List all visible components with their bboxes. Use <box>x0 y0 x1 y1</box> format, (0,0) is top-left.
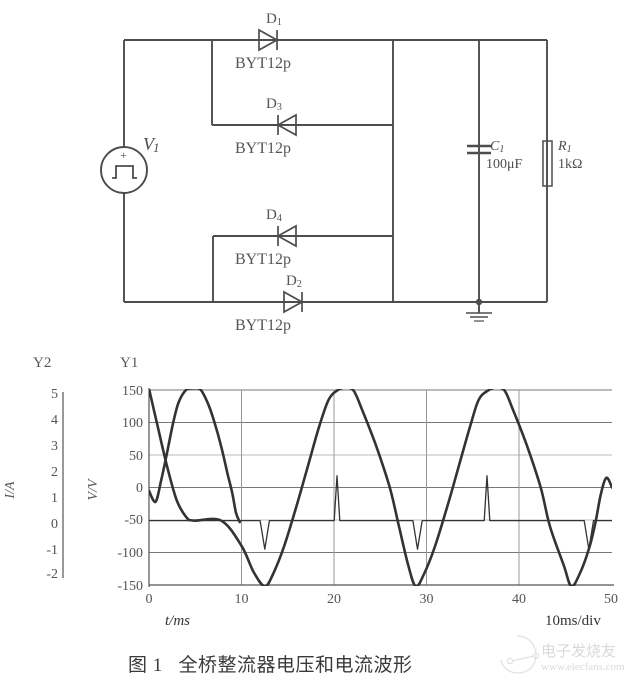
svg-text:150: 150 <box>122 384 143 399</box>
svg-text:-2: -2 <box>46 567 58 582</box>
svg-text:Y1: Y1 <box>120 355 138 371</box>
svg-text:-50: -50 <box>124 513 143 528</box>
svg-text:100μF: 100μF <box>486 157 523 172</box>
svg-text:50: 50 <box>129 449 143 464</box>
svg-text:t/ms: t/ms <box>165 613 190 629</box>
svg-text:40: 40 <box>512 592 526 607</box>
svg-text:1kΩ: 1kΩ <box>558 157 582 172</box>
svg-text:10: 10 <box>235 592 249 607</box>
svg-text:2: 2 <box>51 465 58 480</box>
svg-text:电子发烧友: 电子发烧友 <box>541 643 616 660</box>
svg-text:0: 0 <box>136 481 143 496</box>
svg-text:V/V: V/V <box>86 478 101 500</box>
svg-text:-100: -100 <box>117 546 143 561</box>
svg-text:BYT12p: BYT12p <box>235 140 291 157</box>
svg-text:0: 0 <box>51 517 58 532</box>
svg-text:10ms/div: 10ms/div <box>545 613 601 629</box>
svg-text:+: + <box>120 148 127 162</box>
svg-text:BYT12p: BYT12p <box>235 251 291 268</box>
svg-text:100: 100 <box>122 416 143 431</box>
svg-text:1: 1 <box>51 491 58 506</box>
svg-text:BYT12p: BYT12p <box>235 317 291 334</box>
svg-text:-1: -1 <box>46 543 58 558</box>
svg-text:www.elecfans.com: www.elecfans.com <box>541 661 625 673</box>
svg-text:20: 20 <box>327 592 341 607</box>
svg-text:BYT12p: BYT12p <box>235 55 291 72</box>
svg-text:Y2: Y2 <box>33 355 51 371</box>
svg-text:图 1 全桥整流器电压和电流波形: 图 1 全桥整流器电压和电流波形 <box>128 654 413 676</box>
svg-text:5: 5 <box>51 387 58 402</box>
svg-text:4: 4 <box>51 413 58 428</box>
svg-text:50: 50 <box>604 592 618 607</box>
svg-text:30: 30 <box>420 592 434 607</box>
svg-text:3: 3 <box>51 439 58 454</box>
svg-text:I/A: I/A <box>3 481 18 500</box>
svg-text:-150: -150 <box>117 579 143 594</box>
svg-text:0: 0 <box>146 592 153 607</box>
